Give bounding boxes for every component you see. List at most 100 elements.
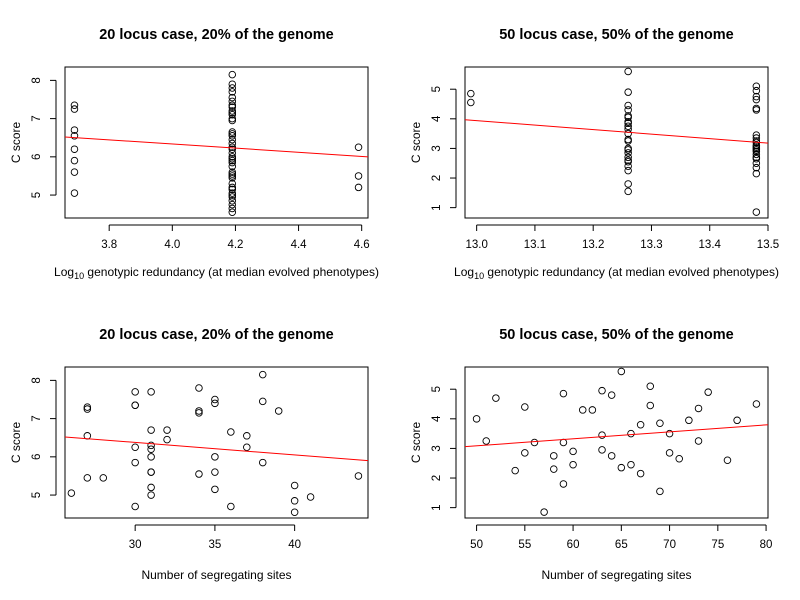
data-point — [752, 104, 761, 113]
data-point — [624, 180, 632, 188]
data-point — [578, 406, 587, 414]
data-point — [228, 97, 237, 106]
data-point — [228, 88, 237, 96]
data-point — [83, 403, 92, 411]
y-tick-label: 7 — [31, 415, 43, 421]
data-point — [290, 481, 299, 490]
data-point — [70, 101, 79, 109]
data-point — [694, 404, 703, 413]
data-point — [195, 407, 203, 415]
data-point — [624, 153, 632, 162]
data-point — [228, 114, 237, 123]
data-point — [617, 367, 626, 376]
x-axis-label-subscript: 10 — [474, 271, 484, 281]
y-tick-label: 4 — [431, 115, 443, 122]
data-point — [646, 401, 655, 410]
x-tick-label: 35 — [209, 539, 222, 551]
data-point — [752, 82, 761, 90]
data-point — [243, 432, 251, 440]
x-tick-label: 65 — [615, 539, 628, 551]
data-point — [598, 386, 606, 395]
plot-frame — [464, 366, 769, 519]
data-point — [675, 455, 683, 463]
data-point — [598, 446, 606, 454]
data-point — [624, 166, 632, 175]
data-point — [228, 174, 237, 182]
x-tick-label: 13.3 — [640, 239, 662, 251]
data-point — [752, 86, 761, 95]
data-point — [752, 150, 761, 159]
chart-title: 50 locus case, 50% of the genome — [499, 27, 734, 43]
y-tick-label: 6 — [31, 154, 43, 160]
data-point — [147, 483, 155, 492]
data-point — [131, 401, 139, 409]
y-axis-label: C score — [409, 422, 423, 464]
x-axis-label-main: Log — [454, 265, 474, 279]
data-point — [131, 502, 139, 511]
data-point — [550, 465, 558, 473]
data-point — [559, 389, 568, 398]
data-point — [228, 93, 237, 102]
data-point — [228, 197, 237, 205]
plot-frame — [64, 66, 369, 219]
data-point — [228, 149, 237, 157]
data-point — [752, 143, 761, 151]
data-point — [646, 382, 655, 390]
data-point — [656, 419, 664, 428]
data-point — [228, 189, 237, 197]
x-tick-label: 55 — [518, 539, 531, 551]
y-tick-label: 4 — [431, 415, 443, 422]
x-axis-label: Number of segregating sites — [141, 568, 291, 582]
data-point — [228, 103, 237, 111]
x-axis-label: Log10 genotypic redundancy (at median ev… — [54, 265, 379, 281]
data-point — [598, 431, 606, 439]
data-point — [685, 416, 693, 425]
regression-line — [464, 119, 769, 144]
data-point — [274, 407, 283, 415]
x-tick-label: 80 — [760, 539, 773, 551]
data-point — [228, 191, 237, 199]
chart-panel-2: 50 locus case, 50% of the genome 13.0 13.1… — [409, 27, 779, 281]
x-tick-label: 60 — [567, 539, 580, 551]
x-tick-label: 4.6 — [354, 239, 370, 251]
data-point — [228, 204, 237, 213]
y-tick-label: 5 — [31, 192, 43, 198]
y-tick-label: 5 — [431, 386, 443, 392]
x-tick-label: 13.2 — [582, 239, 604, 251]
data-point — [752, 208, 761, 216]
x-tick-label: 4.0 — [164, 239, 180, 251]
data-point — [624, 119, 632, 128]
y-tick-label: 3 — [431, 145, 443, 151]
data-point — [550, 452, 558, 460]
data-point — [147, 491, 155, 499]
x-axis-label-main: Log — [54, 265, 74, 279]
data-point — [195, 409, 203, 417]
y-tick-label: 8 — [31, 377, 43, 383]
data-point — [258, 397, 267, 406]
data-point — [228, 128, 237, 136]
y-tick-label: 6 — [31, 454, 43, 460]
data-point — [624, 88, 632, 96]
data-point — [624, 106, 632, 114]
data-point — [211, 485, 219, 494]
y-axis-label: C score — [409, 122, 423, 164]
data-point — [624, 101, 632, 110]
x-tick-label: 30 — [129, 539, 142, 551]
regression-line — [64, 136, 369, 158]
data-point — [492, 394, 500, 402]
data-point — [228, 145, 237, 153]
data-point — [624, 113, 632, 122]
data-point — [636, 420, 645, 429]
data-point — [752, 131, 761, 139]
data-point — [228, 109, 237, 117]
data-point — [569, 447, 577, 456]
data-point — [228, 116, 237, 125]
data-point — [752, 95, 761, 104]
data-point — [290, 508, 299, 517]
data-point — [752, 153, 761, 162]
data-point — [624, 162, 632, 170]
data-point — [228, 107, 237, 115]
data-point — [163, 435, 171, 444]
data-point — [228, 162, 237, 171]
